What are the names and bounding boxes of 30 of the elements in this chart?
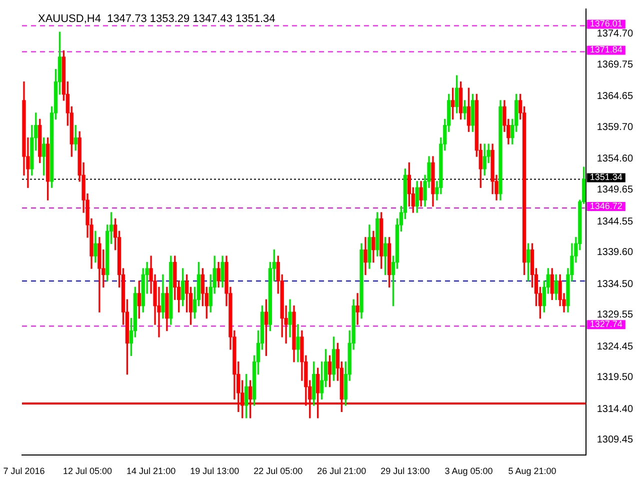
ref-line-label: 1346.72 [590, 201, 622, 211]
y-tick-label: 1339.60 [596, 247, 634, 258]
x-tick-label: 14 Jul 21:00 [126, 466, 176, 476]
x-tick-label: 22 Jul 05:00 [254, 466, 303, 476]
y-tick-label: 1334.50 [596, 278, 634, 290]
y-tick-label: 1324.45 [596, 341, 634, 352]
chart-title: XAUUSD,H4 1347.73 1353.29 1347.43 1351.34 [38, 13, 276, 26]
y-tick-label: 1309.45 [596, 434, 634, 446]
y-tick-label: 1354.60 [596, 154, 634, 165]
candlestick [356, 293, 360, 325]
x-tick-label: 19 Jul 13:00 [190, 466, 240, 476]
x-tick-label: 26 Jul 21:00 [317, 466, 366, 476]
x-tick-label: 5 Aug 21:00 [508, 466, 556, 476]
y-tick-label: 1344.55 [596, 216, 634, 228]
x-tick-label: 7 Jul 2016 [3, 466, 45, 476]
ref-line-label: 1327.74 [590, 319, 622, 330]
x-tick-label: 12 Jul 05:00 [62, 466, 112, 476]
ref-line-label: 1371.84 [590, 44, 622, 55]
y-tick-label: 1329.55 [596, 310, 634, 321]
y-tick-label: 1349.65 [596, 184, 634, 196]
x-tick-label: 3 Aug 05:00 [444, 466, 493, 476]
y-tick-label: 1359.70 [596, 122, 634, 133]
y-tick-label: 1314.40 [596, 404, 634, 415]
y-tick-label: 1369.75 [596, 59, 634, 70]
y-tick-label: 1374.70 [596, 28, 634, 40]
ref-line-label: 1351.34 [590, 172, 622, 182]
ref-line-label: 1376.01 [590, 18, 622, 29]
x-tick-label: 29 Jul 13:00 [380, 466, 430, 476]
y-tick-label: 1319.50 [596, 372, 634, 384]
y-tick-label: 1364.65 [596, 91, 634, 102]
